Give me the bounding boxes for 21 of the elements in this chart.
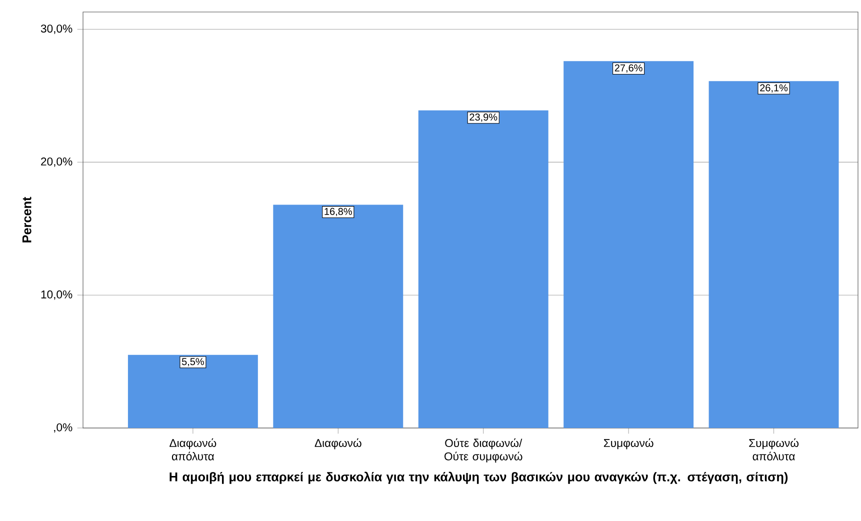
y-axis-title: Percent	[22, 196, 32, 242]
x-tick-label: Διαφωνώ	[314, 438, 362, 450]
y-tick-label: 10,0%	[41, 290, 72, 300]
y-tick-label: 20,0%	[41, 158, 72, 167]
data-label: 16,8%	[324, 208, 352, 216]
data-label: 5,5%	[182, 358, 204, 366]
y-tick-label: 30,0%	[40, 24, 72, 34]
x-tick-label: Συμφωνώ	[604, 438, 654, 450]
x-tick-label: Διαφωνώ απόλυτα	[170, 438, 216, 460]
bar	[128, 354, 258, 428]
bar	[418, 110, 548, 428]
data-label: 27,6%	[614, 64, 642, 73]
bar	[273, 204, 404, 428]
y-tick-label: ,0%	[54, 423, 72, 433]
x-axis-title: Η αμοιβή μου επαρκεί με δυσκολία για την κάλυψη των βασικών μου αναγκών (π.χ. στέγαση, σίτιση)	[170, 472, 788, 484]
data-label: 26,1%	[760, 84, 788, 93]
bar	[564, 61, 694, 428]
data-label: 23,9%	[470, 114, 498, 122]
x-tick-label: Ούτε διαφωνώ/ Ούτε συμφωνώ	[444, 438, 522, 463]
x-tick-label: Συμφωνώ απόλυτα	[749, 438, 799, 460]
bar	[708, 81, 839, 428]
